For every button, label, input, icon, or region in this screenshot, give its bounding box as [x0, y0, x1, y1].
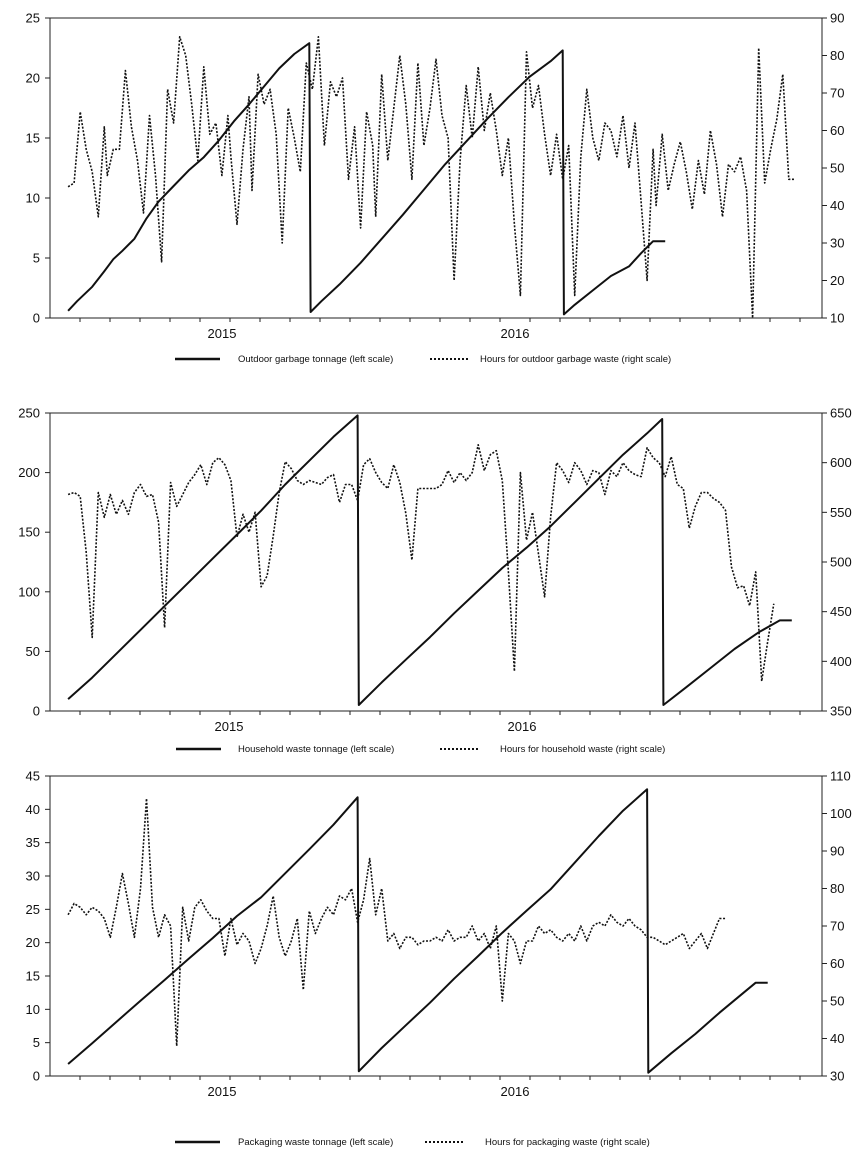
right-tick-label: 90 — [830, 11, 844, 26]
left-tick-label: 10 — [26, 191, 40, 206]
left-tick-label: 25 — [26, 11, 40, 26]
left-tick-label: 20 — [26, 935, 40, 950]
left-tick-label: 0 — [33, 1069, 40, 1084]
right-tick-label: 80 — [830, 48, 844, 63]
legend-label: Hours for household waste (right scale) — [500, 744, 665, 755]
left-tick-label: 50 — [26, 644, 40, 659]
x-tick-label: 2016 — [501, 326, 530, 341]
series-line-tonnage — [67, 414, 792, 706]
right-tick-label: 40 — [830, 198, 844, 213]
right-tick-label: 50 — [830, 161, 844, 176]
left-tick-label: 150 — [18, 525, 40, 540]
right-tick-label: 60 — [830, 123, 844, 138]
right-tick-label: 70 — [830, 86, 844, 101]
series-line-hours — [67, 797, 726, 1047]
right-tick-label: 450 — [830, 604, 852, 619]
series-line-tonnage — [67, 42, 666, 316]
right-tick-label: 550 — [830, 505, 852, 520]
right-tick-label: 650 — [830, 406, 852, 421]
left-tick-label: 20 — [26, 71, 40, 86]
left-tick-label: 100 — [18, 584, 40, 599]
left-tick-label: 15 — [26, 969, 40, 984]
legend-label: Hours for packaging waste (right scale) — [485, 1137, 650, 1148]
x-tick-label: 2015 — [215, 719, 244, 734]
left-tick-label: 0 — [33, 311, 40, 326]
legend: Outdoor garbage tonnage (left scale) Hour… — [175, 354, 671, 365]
right-tick-label: 30 — [830, 236, 844, 251]
left-tick-label: 45 — [26, 769, 40, 784]
x-tick-label: 2016 — [508, 719, 537, 734]
left-tick-label: 0 — [33, 704, 40, 719]
chart-panel-3: 0 5 10 15 20 25 30 35 40 45 30 40 50 60 70 80 90 100 110 20… — [26, 769, 852, 1149]
legend: Packaging waste tonnage (left scale) Hour… — [175, 1137, 650, 1148]
left-tick-label: 40 — [26, 802, 40, 817]
right-tick-label: 100 — [830, 806, 852, 821]
left-tick-label: 5 — [33, 251, 40, 266]
right-tick-label: 50 — [830, 994, 844, 1009]
right-tick-label: 40 — [830, 1031, 844, 1046]
left-tick-label: 200 — [18, 465, 40, 480]
right-tick-label: 30 — [830, 1069, 844, 1084]
legend-label: Hours for outdoor garbage waste (right s… — [480, 354, 671, 365]
plot-frame — [49, 775, 823, 1077]
chart-panel-1: 0 5 10 15 20 25 10 20 30 40 50 60 70 80 90 2015 2016 Outd… — [26, 11, 845, 366]
left-tick-label: 35 — [26, 835, 40, 850]
legend-label: Outdoor garbage tonnage (left scale) — [238, 354, 393, 365]
right-tick-label: 350 — [830, 704, 852, 719]
x-tick-label: 2015 — [208, 326, 237, 341]
left-tick-label: 25 — [26, 902, 40, 917]
right-tick-label: 90 — [830, 844, 844, 859]
series-line-hours — [67, 36, 795, 319]
right-tick-label: 80 — [830, 881, 844, 896]
legend-label: Household waste tonnage (left scale) — [238, 744, 394, 755]
legend: Household waste tonnage (left scale) Hour… — [176, 744, 665, 755]
right-tick-label: 400 — [830, 654, 852, 669]
right-tick-label: 60 — [830, 956, 844, 971]
plot-frame — [49, 412, 823, 712]
chart-panel-2: 0 50 100 150 200 250 350 400 450 500 550 600 650 2015… — [18, 406, 851, 756]
left-tick-label: 250 — [18, 406, 40, 421]
right-tick-label: 10 — [830, 311, 844, 326]
series-line-hours — [67, 444, 775, 682]
right-tick-label: 20 — [830, 273, 844, 288]
right-tick-label: 600 — [830, 455, 852, 470]
legend-label: Packaging waste tonnage (left scale) — [238, 1137, 393, 1148]
left-tick-label: 5 — [33, 1035, 40, 1050]
left-tick-label: 15 — [26, 131, 40, 146]
left-tick-label: 10 — [26, 1002, 40, 1017]
x-tick-label: 2016 — [501, 1084, 530, 1099]
right-tick-label: 110 — [830, 769, 851, 784]
series-line-tonnage — [67, 788, 768, 1074]
x-tick-label: 2015 — [208, 1084, 237, 1099]
left-tick-label: 30 — [26, 869, 40, 884]
right-tick-label: 500 — [830, 555, 852, 570]
right-tick-label: 70 — [830, 919, 844, 934]
